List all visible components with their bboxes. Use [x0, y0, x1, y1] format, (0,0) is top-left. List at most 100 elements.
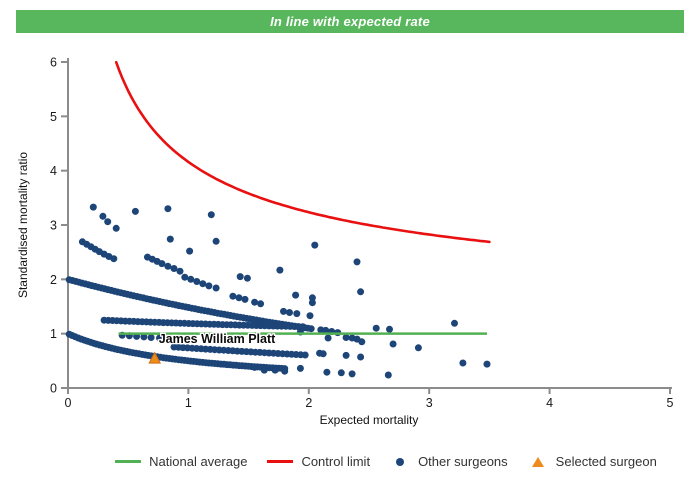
surgeon-dot[interactable] [186, 247, 194, 255]
surgeon-dot[interactable] [483, 360, 491, 368]
surgeon-dot[interactable] [280, 307, 287, 315]
surgeon-dot[interactable] [235, 294, 243, 302]
surgeon-dot[interactable] [414, 344, 422, 352]
surgeon-dot[interactable] [389, 340, 397, 348]
status-banner: In line with expected rate [16, 10, 684, 33]
surgeon-dot[interactable] [236, 273, 244, 281]
legend-line-swatch [267, 460, 294, 463]
legend-dot-icon [396, 457, 405, 466]
surgeon-dot[interactable] [271, 366, 279, 374]
surgeon-dot[interactable] [170, 265, 178, 272]
surgeon-dot[interactable] [342, 334, 350, 341]
legend-item-control-limit: Control limit [267, 454, 370, 469]
y-tick-label: 1 [50, 327, 57, 341]
surgeon-dot[interactable] [181, 273, 189, 281]
surgeon-dot[interactable] [251, 363, 259, 371]
legend-item-other-surgeons: Other surgeons [390, 454, 508, 469]
surgeon-dot[interactable] [229, 292, 237, 300]
x-tick-label: 4 [546, 396, 553, 410]
surgeon-dot[interactable] [372, 324, 380, 332]
surgeon-dot[interactable] [164, 262, 172, 270]
surgeon-dot[interactable] [176, 267, 184, 275]
y-tick-label: 2 [50, 273, 57, 287]
surgeon-dot[interactable] [140, 333, 148, 341]
other-surgeons-points[interactable] [65, 203, 491, 379]
x-tick-label: 0 [65, 396, 72, 410]
surgeon-dot[interactable] [301, 351, 309, 359]
surgeon-dot[interactable] [296, 364, 304, 372]
surgeon-dot[interactable] [212, 237, 220, 245]
surgeon-dot[interactable] [251, 298, 259, 306]
surgeon-dot[interactable] [164, 205, 172, 213]
surgeon-dot[interactable] [342, 351, 350, 359]
surgeon-dot[interactable] [292, 291, 300, 299]
surgeon-dot[interactable] [187, 275, 195, 283]
surgeon-dot[interactable] [241, 295, 249, 303]
surgeon-dot[interactable] [243, 274, 251, 282]
surgeon-dot[interactable] [319, 350, 327, 358]
surgeon-dot[interactable] [147, 334, 155, 341]
surgeon-dot[interactable] [293, 310, 301, 318]
surgeon-dot[interactable] [99, 212, 107, 220]
x-tick-label: 3 [426, 396, 433, 410]
surgeon-dot[interactable] [299, 323, 307, 331]
surgeon-dot[interactable] [104, 218, 112, 226]
surgeon-dot[interactable] [451, 319, 458, 327]
surgeon-dot[interactable] [357, 353, 365, 361]
surgeon-dot[interactable] [307, 325, 315, 333]
surgeon-dot[interactable] [156, 334, 163, 342]
y-tick-label: 4 [50, 164, 57, 178]
surgeon-dot[interactable] [199, 280, 207, 288]
selected-surgeon-marker[interactable] [148, 351, 162, 364]
surgeon-dot[interactable] [131, 207, 139, 215]
legend-item-selected-surgeon: Selected surgeon [528, 454, 657, 469]
surgeon-dot[interactable] [89, 203, 97, 211]
surgeon-dot[interactable] [276, 266, 284, 274]
surgeon-dot[interactable] [158, 260, 166, 268]
y-tick-label: 6 [50, 56, 57, 70]
x-axis-title: Expected mortality [320, 413, 419, 427]
x-tick-label: 5 [667, 396, 674, 410]
surgeon-dot[interactable] [337, 369, 345, 377]
surgeon-dot[interactable] [257, 300, 265, 308]
surgeon-dot[interactable] [358, 338, 366, 346]
surgeon-dot[interactable] [384, 371, 392, 379]
surgeon-dot[interactable] [308, 294, 316, 302]
legend-item-national-average: National average [115, 454, 247, 469]
y-tick-label: 5 [50, 110, 57, 124]
x-tick-label: 2 [305, 396, 312, 410]
surgeon-dot[interactable] [110, 255, 118, 263]
status-banner-text: In line with expected rate [270, 14, 430, 29]
surgeon-dot[interactable] [205, 282, 213, 290]
surgeon-dot[interactable] [353, 258, 361, 266]
legend-label: Other surgeons [418, 454, 508, 469]
surgeon-dot[interactable] [348, 370, 356, 378]
legend-triangle-icon [531, 456, 544, 467]
surgeon-dot[interactable] [306, 312, 314, 320]
surgeon-dot[interactable] [112, 224, 120, 232]
surgeon-dot[interactable] [357, 288, 365, 296]
surgeon-dot[interactable] [212, 284, 220, 292]
y-axis-title: Standardised mortality ratio [16, 152, 30, 298]
surgeon-dot[interactable] [207, 211, 215, 219]
y-tick-label: 3 [50, 219, 57, 233]
surgeon-dot[interactable] [286, 309, 293, 316]
surgeon-dot[interactable] [193, 278, 201, 285]
surgeon-dot[interactable] [281, 367, 289, 375]
surgeon-dot[interactable] [323, 368, 331, 376]
surgeon-dot[interactable] [308, 299, 316, 307]
surgeon-dot[interactable] [311, 241, 319, 249]
legend-label: National average [149, 454, 248, 469]
legend-line-swatch [115, 460, 142, 463]
chart-legend: National average Control limit Other surge… [0, 454, 700, 469]
legend-label: Selected surgeon [555, 454, 657, 469]
surgeon-dot[interactable] [324, 334, 332, 342]
surgeon-dot[interactable] [322, 326, 330, 334]
y-tick-label: 0 [50, 382, 57, 396]
selected-surgeon-name-label: James William Platt [159, 332, 276, 346]
surgeon-dot[interactable] [386, 325, 393, 333]
surgeon-dot[interactable] [166, 235, 174, 243]
surgeon-dot[interactable] [459, 359, 467, 367]
surgeon-dot[interactable] [260, 366, 268, 374]
